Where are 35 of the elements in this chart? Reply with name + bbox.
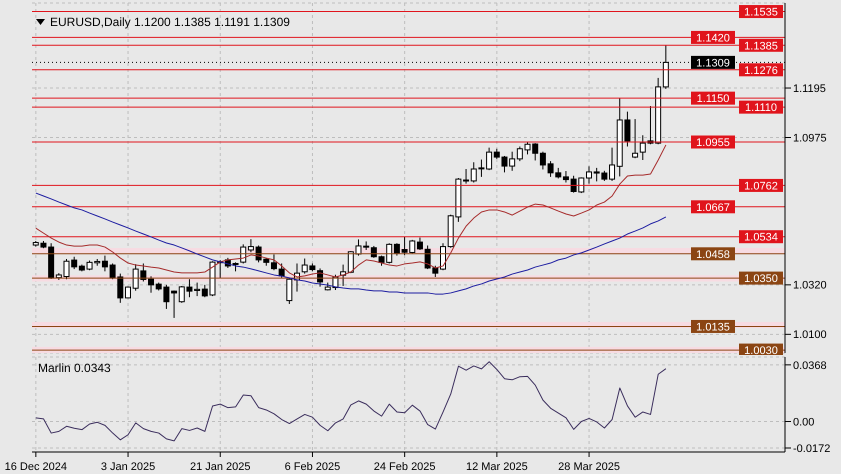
x-tick-label: 6 Feb 2025 — [284, 461, 340, 473]
ref-line-label: 1.0030 — [744, 345, 778, 358]
candlestick — [302, 258, 308, 274]
y-tick-label: -0.0172 — [793, 442, 830, 455]
y-tick-label: 0.00 — [793, 416, 814, 428]
ref-line-label: 1.0955 — [696, 137, 730, 150]
ref-line-label: 1.1420 — [696, 32, 730, 44]
ref-line-label: 1.1385 — [744, 40, 778, 52]
ref-line-label: 1.0350 — [744, 273, 778, 286]
ref-line-label: 1.1309 — [696, 57, 730, 70]
ref-line-label: 1.0667 — [696, 202, 730, 214]
ref-line-label: 1.0458 — [696, 248, 730, 261]
y-tick-label: 0.0368 — [793, 360, 827, 372]
y-tick-label: 1.0100 — [793, 329, 827, 342]
chart-title: Marlin 0.0343 — [38, 361, 111, 375]
x-tick-label: 16 Dec 2024 — [4, 461, 68, 473]
ref-line-label: 1.1110 — [744, 102, 778, 114]
ref-line-label: 1.0534 — [744, 232, 778, 244]
x-tick-label: 24 Feb 2025 — [374, 461, 436, 473]
text: EURUSD,Daily 1.1200 1.1385 1.1191 1.1309 — [50, 15, 290, 29]
x-tick-label: 3 Jan 2025 — [100, 461, 156, 473]
ref-line-label: 1.1276 — [744, 64, 778, 77]
x-tick-label: 12 Mar 2025 — [466, 461, 528, 473]
ref-line-label: 1.0762 — [744, 180, 778, 192]
y-tick-label: 1.1195 — [793, 82, 826, 95]
y-tick-label: 1.0975 — [793, 132, 827, 144]
x-tick-label: 21 Jan 2025 — [190, 461, 251, 473]
y-tick-label: 1.0320 — [793, 280, 827, 292]
line-series — [35, 361, 666, 442]
ref-line-label: 1.1535 — [744, 6, 778, 19]
ref-line-label: 1.1150 — [696, 93, 730, 106]
ref-line-label: 1.0135 — [696, 321, 730, 334]
candlestick — [624, 111, 630, 148]
x-tick-label: 28 Mar 2025 — [558, 461, 620, 473]
candlestick — [632, 118, 638, 159]
